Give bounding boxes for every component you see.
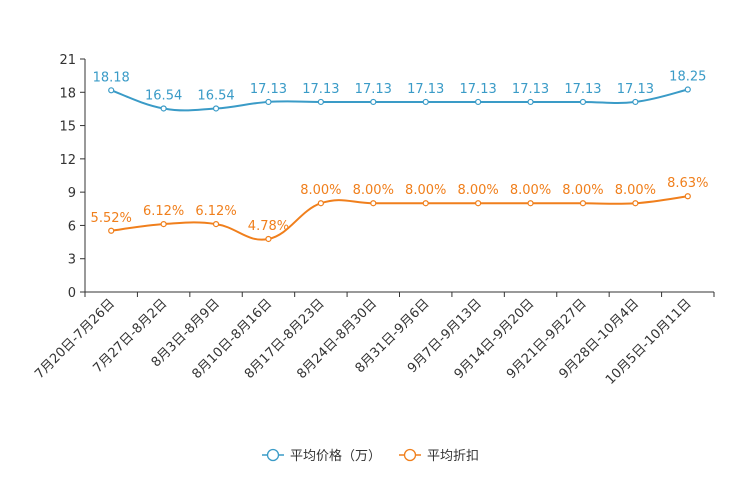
- y-tick-label: 18: [59, 86, 76, 101]
- data-point: [317, 200, 324, 207]
- y-tick-label: 15: [59, 120, 76, 135]
- data-label: 8.00%: [615, 183, 656, 198]
- data-label: 17.13: [617, 82, 654, 97]
- legend-label: 平均折扣: [427, 449, 479, 464]
- data-label: 17.13: [460, 82, 497, 97]
- data-point: [265, 235, 272, 243]
- legend: 平均价格（万） 平均折扣: [262, 448, 479, 464]
- data-point: [475, 200, 482, 207]
- data-label: 18.25: [669, 70, 706, 85]
- data-label: 6.12%: [143, 204, 184, 219]
- series-line: [111, 195, 688, 241]
- data-point: [212, 105, 220, 112]
- data-label: 18.18: [93, 70, 130, 85]
- legend-marker-icon: [266, 448, 280, 462]
- data-label: 17.13: [407, 82, 444, 97]
- y-tick-label: 9: [68, 186, 76, 201]
- data-label: 8.00%: [457, 183, 498, 198]
- data-point: [212, 220, 220, 228]
- data-point: [527, 98, 534, 106]
- data-label: 17.13: [302, 82, 339, 97]
- x-axis: 7月20日-7月26日7月27日-8月2日8月3日-8月9日8月10日-8月16…: [32, 291, 715, 388]
- data-label: 17.13: [512, 82, 549, 97]
- y-tick-label: 0: [68, 286, 76, 301]
- series-avg-price: 18.18 16.54 16.54 17.13 17.13 17.13 17.13 17.13…: [93, 70, 706, 112]
- data-point: [475, 98, 482, 106]
- data-label: 5.52%: [91, 211, 132, 226]
- data-label: 8.00%: [300, 183, 341, 198]
- data-point: [317, 98, 324, 106]
- data-point: [684, 193, 691, 200]
- data-point: [370, 98, 377, 106]
- data-label: 17.13: [250, 82, 287, 97]
- data-label: 6.12%: [195, 204, 236, 219]
- y-axis: 0 3 6 9 12 15 18 21: [59, 53, 86, 301]
- data-point: [632, 200, 639, 207]
- data-label: 4.78%: [248, 219, 289, 234]
- data-point: [579, 200, 587, 207]
- data-point: [265, 98, 272, 106]
- data-label: 17.13: [564, 82, 601, 97]
- legend-item-avg-discount: 平均折扣: [399, 448, 479, 464]
- series-layer: 18.18 16.54 16.54 17.13 17.13 17.13 17.13 17.13…: [91, 70, 708, 243]
- data-point: [108, 227, 115, 234]
- data-point: [160, 105, 167, 112]
- data-label: 8.00%: [353, 183, 394, 198]
- y-tick-label: 12: [59, 153, 76, 168]
- y-tick-label: 3: [68, 253, 76, 268]
- data-label: 8.00%: [562, 183, 603, 198]
- data-label: 8.00%: [405, 183, 446, 198]
- data-label: 17.13: [355, 82, 392, 97]
- y-tick-label: 21: [59, 53, 76, 68]
- data-point: [108, 87, 115, 94]
- data-point: [527, 200, 534, 207]
- data-point: [422, 200, 429, 207]
- data-point: [684, 86, 691, 93]
- data-point: [632, 98, 639, 106]
- data-point: [579, 98, 587, 106]
- legend-label: 平均价格（万）: [290, 448, 381, 464]
- data-point: [370, 200, 377, 207]
- data-label: 16.54: [145, 88, 182, 103]
- data-label: 8.63%: [667, 176, 708, 191]
- data-label: 16.54: [197, 88, 234, 103]
- legend-marker-icon: [403, 448, 417, 462]
- data-point: [422, 98, 429, 106]
- y-tick-label: 6: [68, 219, 76, 234]
- series-avg-discount: 5.52% 6.12% 6.12% 4.78% 8.00% 8.00% 8.00% 8.00%…: [91, 176, 708, 243]
- data-point: [160, 220, 167, 228]
- legend-item-avg-price: 平均价格（万）: [262, 448, 381, 464]
- series-line: [110, 88, 689, 112]
- data-label: 8.00%: [510, 183, 551, 198]
